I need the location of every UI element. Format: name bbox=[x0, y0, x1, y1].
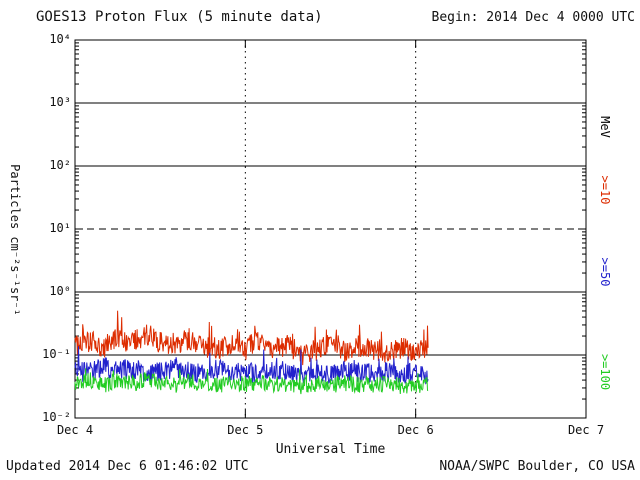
x-tick-label: Dec 6 bbox=[397, 423, 434, 437]
right-axis-threshold-label: >=10 bbox=[598, 175, 612, 205]
x-axis-title: Universal Time bbox=[275, 442, 386, 457]
updated-timestamp: Updated 2014 Dec 6 01:46:02 UTC bbox=[6, 459, 249, 474]
y-tick-label: 10⁻² bbox=[42, 410, 71, 424]
y-tick-label: 10³ bbox=[49, 95, 71, 109]
credit-label: NOAA/SWPC Boulder, CO USA bbox=[439, 459, 635, 474]
x-tick-label: Dec 4 bbox=[56, 423, 94, 437]
series-50-mev bbox=[74, 346, 429, 385]
x-tick-label: Dec 5 bbox=[227, 423, 264, 437]
right-axis-threshold-label: >=50 bbox=[598, 257, 612, 287]
begin-time-label: Begin: 2014 Dec 4 0000 UTC bbox=[431, 10, 636, 25]
series-10-mev bbox=[74, 310, 429, 366]
y-tick-label: 10⁻¹ bbox=[42, 347, 71, 361]
right-axis-threshold-label: >=100 bbox=[598, 353, 612, 391]
y-tick-label: 10¹ bbox=[49, 221, 71, 235]
chart-title: GOES13 Proton Flux (5 minute data) bbox=[36, 9, 323, 25]
y-tick-label: 10² bbox=[49, 158, 71, 172]
y-tick-label: 10⁰ bbox=[49, 284, 71, 298]
y-tick-label: 10⁴ bbox=[49, 32, 71, 46]
x-tick-label: Dec 7 bbox=[567, 423, 605, 437]
right-axis-unit-label: MeV bbox=[598, 116, 612, 138]
series-100-mev bbox=[74, 368, 429, 395]
plot-frame bbox=[74, 39, 587, 419]
